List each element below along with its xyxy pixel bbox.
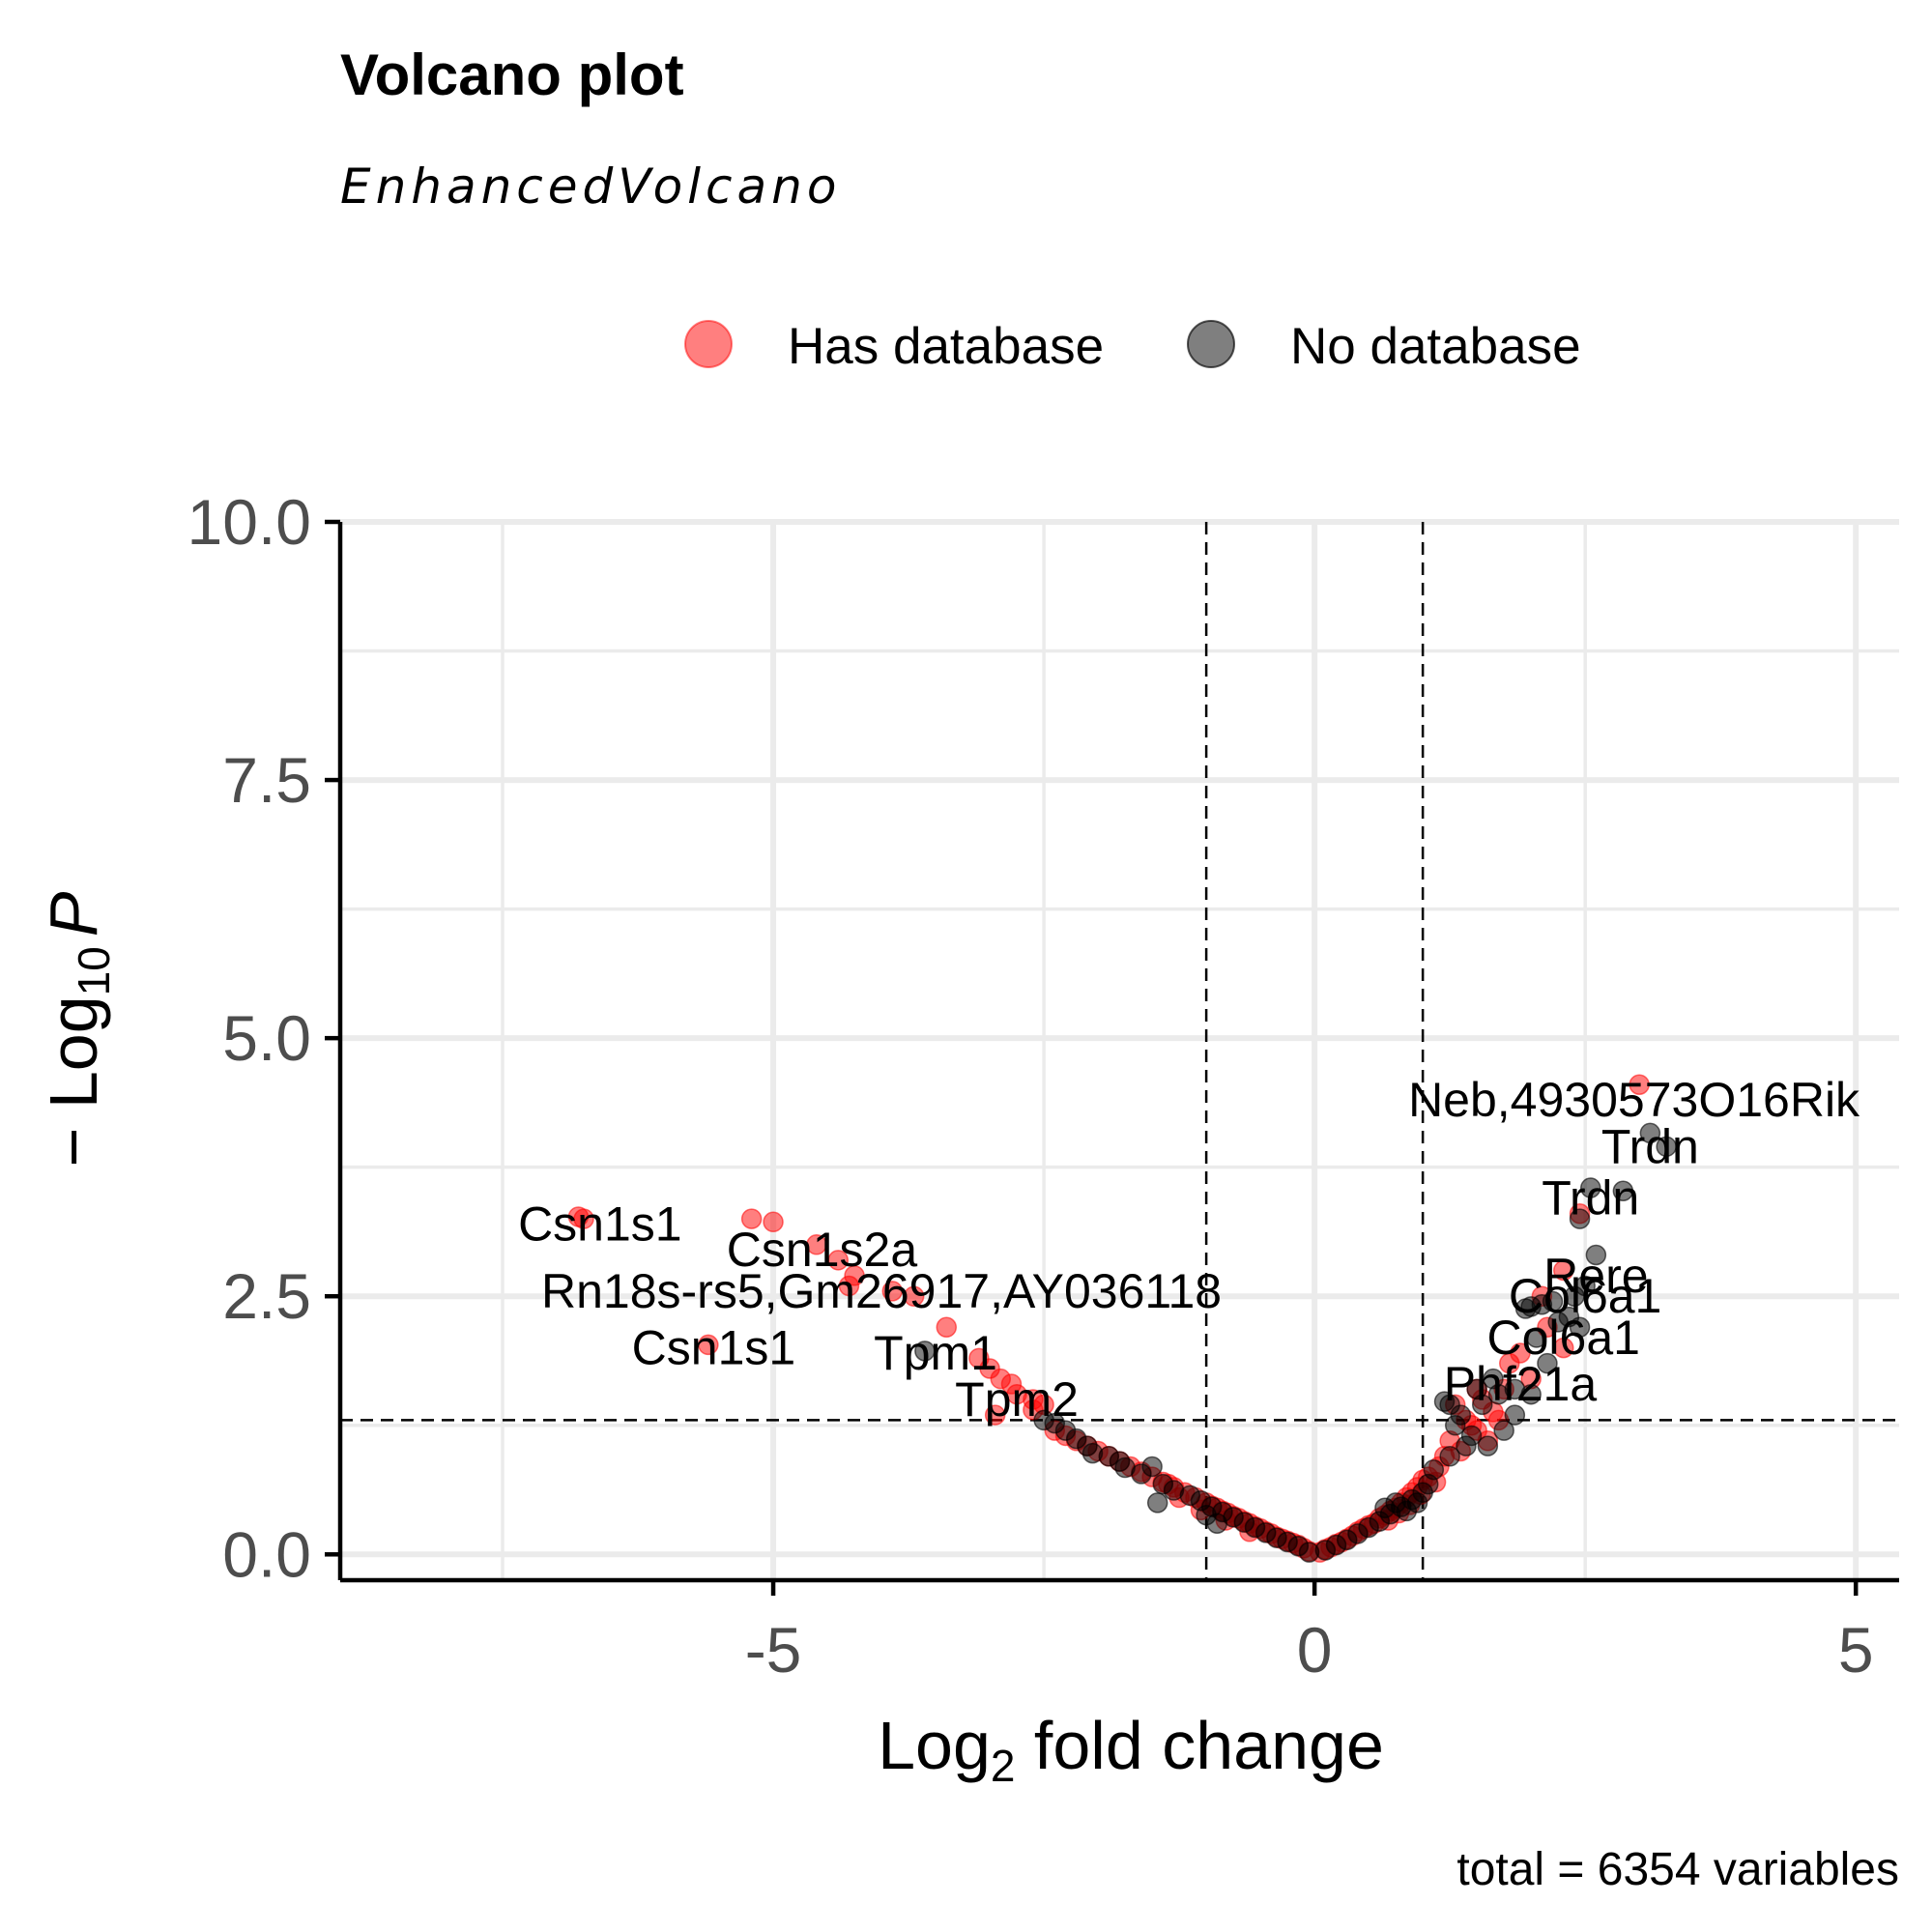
y-axis-title: − Log10P — [36, 891, 119, 1167]
point-no-database — [1483, 1368, 1504, 1390]
point-no-database — [1466, 1378, 1487, 1400]
x-axis-title: Log2 fold change — [878, 1708, 1384, 1791]
point-no-database — [1439, 1446, 1460, 1467]
point-label: Csn1s2a — [727, 1223, 918, 1277]
point-has-database — [903, 1285, 925, 1307]
point-has-database — [984, 1404, 1006, 1426]
point-no-database — [1146, 1492, 1168, 1514]
point-no-database — [1569, 1316, 1591, 1339]
point-no-database — [1585, 1244, 1607, 1266]
point-label: Rn18s-rs5,Gm26917,AY036118 — [541, 1264, 1222, 1318]
grid — [340, 519, 1899, 1580]
point-no-database — [1114, 1456, 1136, 1479]
point-no-database — [1514, 1298, 1537, 1319]
y-tick-label: 2.5 — [222, 1260, 311, 1332]
data-points — [567, 1074, 1677, 1563]
point-no-database — [1417, 1473, 1439, 1495]
legend-key-has-database — [684, 320, 733, 368]
point-has-database — [806, 1234, 827, 1255]
point-label: Csn1s1 — [518, 1197, 682, 1251]
point-no-database — [1374, 1497, 1396, 1518]
point-label: Trdn — [1542, 1171, 1639, 1226]
point-label: Phf21a — [1444, 1357, 1598, 1411]
point-label: Tpm2 — [955, 1372, 1079, 1427]
point-has-database — [763, 1211, 784, 1233]
point-label: Trdn — [1601, 1119, 1699, 1173]
point-has-database — [740, 1208, 763, 1229]
point-no-database — [1639, 1122, 1661, 1144]
point-no-database — [1081, 1442, 1104, 1464]
point-no-database — [1504, 1404, 1526, 1426]
point-has-database — [881, 1281, 904, 1302]
chart-subtitle: EnhancedVolcano — [340, 159, 841, 215]
point-no-database — [1537, 1352, 1558, 1374]
point-no-database — [1439, 1394, 1460, 1416]
point-has-database — [698, 1334, 719, 1356]
point-no-database — [1564, 1285, 1585, 1307]
y-tick-label: 7.5 — [222, 744, 311, 816]
point-has-database — [1553, 1259, 1574, 1282]
point-has-database — [1499, 1352, 1520, 1374]
point-no-database — [1547, 1312, 1569, 1333]
legend: Has database No database — [684, 318, 1581, 375]
point-label: Csn1s1 — [632, 1321, 796, 1375]
x-tick-label: 5 — [1838, 1614, 1874, 1686]
point-label: Rere — [1543, 1249, 1648, 1303]
point-has-database — [827, 1250, 850, 1271]
y-tick-label: 10.0 — [187, 486, 311, 558]
point-has-database — [1629, 1074, 1650, 1095]
legend-key-no-database — [1187, 320, 1235, 368]
point-label: Neb,4930573O16Rik — [1408, 1073, 1860, 1127]
point-no-database — [1580, 1177, 1601, 1198]
y-tick-label: 5.0 — [222, 1002, 311, 1074]
point-has-database — [1553, 1337, 1574, 1359]
point-has-database — [573, 1208, 594, 1229]
legend-label-has-database: Has database — [788, 318, 1104, 375]
point-no-database — [1456, 1435, 1477, 1456]
cutoff-lines — [340, 522, 1899, 1580]
point-label: Col6a1 — [1487, 1311, 1640, 1365]
caption: total = 6354 variables — [1456, 1844, 1899, 1895]
point-no-database — [1033, 1409, 1054, 1431]
point-no-database — [1444, 1415, 1466, 1436]
x-tick-label: 0 — [1297, 1614, 1333, 1686]
y-tick-label: 0.0 — [222, 1518, 311, 1590]
point-label: Tpm1 — [874, 1326, 997, 1380]
point-no-database — [914, 1341, 936, 1362]
point-no-database — [1206, 1513, 1228, 1534]
x-tick-label: -5 — [745, 1614, 802, 1686]
point-no-database — [1656, 1136, 1677, 1158]
point-has-database — [936, 1316, 958, 1339]
point-no-database — [1612, 1180, 1634, 1202]
point-no-database — [1569, 1208, 1591, 1229]
point-no-database — [1493, 1420, 1514, 1441]
point-no-database — [1526, 1327, 1547, 1348]
axes: -5 0 5 0.0 2.5 5.0 7.5 10.0 — [187, 486, 1899, 1686]
chart-title: Volcano plot — [340, 43, 684, 107]
point-label: Col6a1 — [1509, 1269, 1661, 1323]
point-no-database — [1477, 1435, 1499, 1456]
point-has-database — [838, 1275, 860, 1297]
legend-label-no-database: No database — [1290, 318, 1581, 375]
